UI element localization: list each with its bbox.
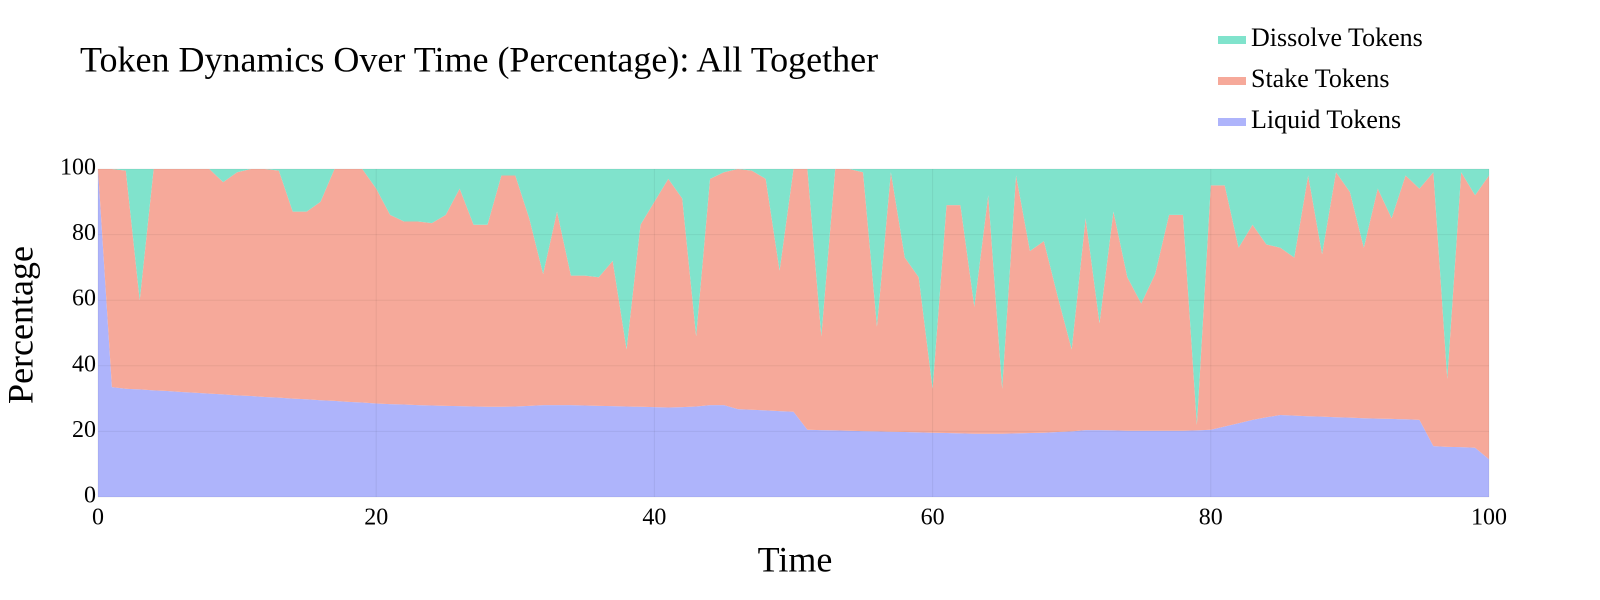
x-tick-label: 100 (1471, 505, 1507, 531)
y-axis-label: Percentage (0, 246, 40, 404)
x-tick-label: 60 (921, 505, 945, 531)
area (98, 169, 1489, 497)
area (98, 169, 1489, 460)
y-tick-label: 80 (72, 220, 96, 246)
y-tick-label: 40 (72, 351, 96, 377)
y-tick-label: 0 (84, 483, 96, 509)
chart-title: Token Dynamics Over Time (Percentage): A… (80, 39, 878, 79)
area (98, 169, 1489, 425)
x-tick-label: 40 (642, 505, 666, 531)
legend-label: Liquid Tokens (1251, 105, 1401, 134)
y-tick-label: 100 (60, 155, 96, 181)
x-tick-label: 20 (364, 505, 388, 531)
legend-label: Dissolve Tokens (1251, 23, 1423, 52)
x-axis-label: Time (758, 539, 833, 579)
y-tick-label: 20 (72, 417, 96, 443)
y-tick-label: 60 (72, 286, 96, 312)
x-tick-label: 0 (92, 505, 104, 531)
x-tick-label: 80 (1199, 505, 1223, 531)
legend-label: Stake Tokens (1251, 64, 1390, 93)
